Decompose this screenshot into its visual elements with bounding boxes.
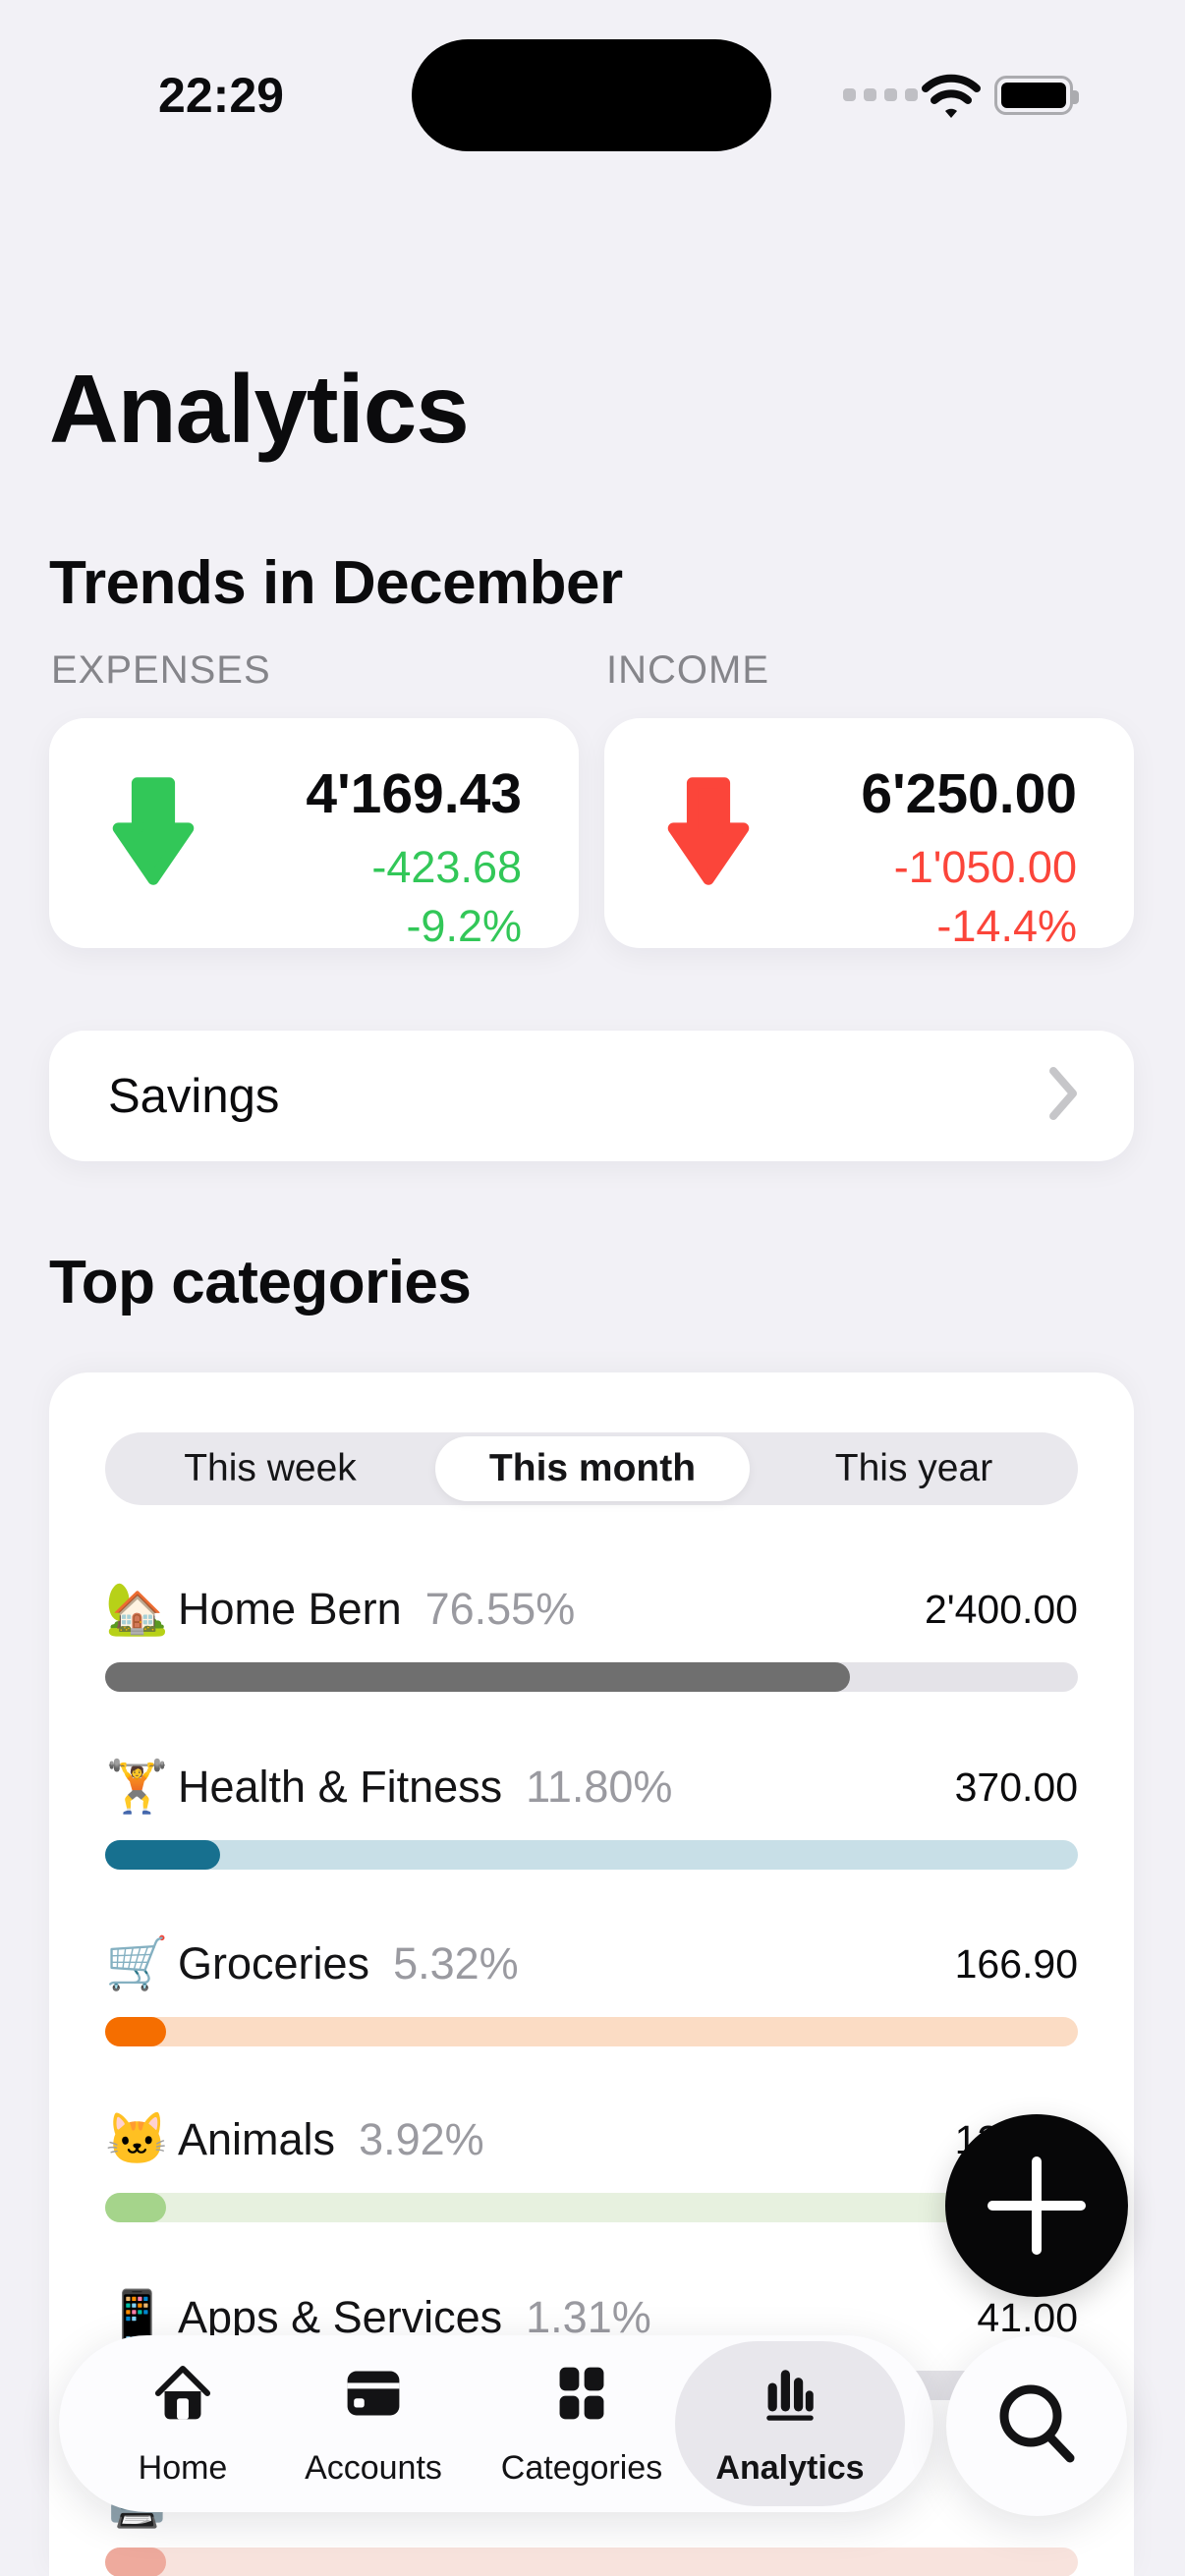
segment-selected-pill xyxy=(435,1436,750,1501)
category-progress-fill xyxy=(105,1840,220,1870)
tab-home[interactable]: Home xyxy=(99,2335,266,2512)
category-row[interactable]: 🏋️ Health & Fitness 11.80% 370.00 xyxy=(105,1759,1078,1816)
shopping-cart-emoji-icon: 🛒 xyxy=(105,1935,169,1992)
category-amount: 166.90 xyxy=(954,1940,1078,1987)
category-progress-fill xyxy=(105,2017,166,2046)
chevron-right-icon xyxy=(1045,1063,1081,1129)
category-progress-track xyxy=(105,2548,1078,2576)
expenses-delta-percent: -9.2% xyxy=(406,901,522,951)
category-amount: 2'400.00 xyxy=(924,1586,1078,1632)
segment-this-month[interactable]: This month xyxy=(488,1447,697,1489)
tab-selected-background xyxy=(675,2341,905,2506)
wifi-icon xyxy=(920,71,983,125)
category-percent: 76.55% xyxy=(424,1584,576,1634)
category-progress-track xyxy=(105,2193,1078,2222)
expenses-value: 4'169.43 xyxy=(306,762,522,825)
category-percent: 11.80% xyxy=(526,1762,673,1812)
category-progress-fill xyxy=(105,2193,166,2222)
tab-accounts[interactable]: Accounts xyxy=(290,2335,457,2512)
dynamic-island xyxy=(412,39,771,151)
category-amount: 370.00 xyxy=(954,1764,1078,1810)
category-percent: 1.31% xyxy=(526,2292,651,2342)
cat-emoji-icon: 🐱 xyxy=(105,2111,169,2168)
bar-chart-icon xyxy=(758,2361,822,2431)
arrow-down-red-icon xyxy=(661,769,756,898)
add-transaction-button[interactable] xyxy=(945,2114,1128,2297)
category-progress-track xyxy=(105,1662,1078,1692)
tab-analytics[interactable]: Analytics xyxy=(706,2335,874,2512)
income-label: INCOME xyxy=(606,648,769,692)
trends-heading: Trends in December xyxy=(49,549,623,617)
search-button[interactable] xyxy=(946,2335,1127,2516)
tab-bar: Home Accounts Categories xyxy=(59,2335,933,2512)
category-percent: 5.32% xyxy=(393,1938,519,1988)
search-icon xyxy=(991,2379,1082,2474)
tab-categories[interactable]: Categories xyxy=(498,2335,665,2512)
segment-this-year[interactable]: This year xyxy=(834,1447,993,1489)
category-percent: 3.92% xyxy=(359,2114,484,2164)
segment-this-week[interactable]: This week xyxy=(184,1447,357,1489)
tab-label: Accounts xyxy=(305,2449,442,2487)
income-value: 6'250.00 xyxy=(861,762,1077,825)
tab-label: Home xyxy=(138,2449,228,2487)
credit-card-icon xyxy=(341,2361,406,2431)
savings-label: Savings xyxy=(108,1069,280,1123)
grid-icon xyxy=(549,2361,614,2431)
home-icon xyxy=(150,2361,215,2431)
income-delta: -1'050.00 xyxy=(893,842,1077,892)
cellular-signal-icon xyxy=(843,88,918,101)
category-row[interactable]: 🐱 Animals 3.92% 122.90 xyxy=(105,2111,1078,2168)
income-card[interactable]: 6'250.00 -1'050.00 -14.4% xyxy=(604,718,1134,951)
category-progress-track xyxy=(105,2017,1078,2046)
tab-label: Categories xyxy=(500,2449,663,2487)
battery-icon xyxy=(994,76,1079,115)
category-name: Health & Fitness xyxy=(178,1762,503,1812)
category-row[interactable]: 🛒 Groceries 5.32% 166.90 xyxy=(105,1935,1078,1992)
tab-label: Analytics xyxy=(715,2449,865,2487)
category-progress-fill xyxy=(105,2548,166,2576)
home-emoji-icon: 🏡 xyxy=(105,1581,169,1638)
category-amount: 41.00 xyxy=(977,2294,1078,2340)
category-progress-track xyxy=(105,1840,1078,1870)
expenses-label: EXPENSES xyxy=(51,648,271,692)
top-categories-heading: Top categories xyxy=(49,1249,472,1316)
arrow-down-green-icon xyxy=(106,769,200,898)
category-row[interactable]: 🏡 Home Bern 76.55% 2'400.00 xyxy=(105,1581,1078,1638)
category-name: Animals xyxy=(178,2114,336,2164)
category-name: Groceries xyxy=(178,1938,370,1988)
weightlifter-emoji-icon: 🏋️ xyxy=(105,1759,169,1816)
page-title: Analytics xyxy=(49,355,470,463)
category-name: Apps & Services xyxy=(178,2292,503,2342)
status-time: 22:29 xyxy=(158,68,284,123)
category-name: Home Bern xyxy=(178,1584,402,1634)
period-segmented-control: This week This month This year xyxy=(105,1432,1078,1505)
income-delta-percent: -14.4% xyxy=(936,901,1077,951)
expenses-delta: -423.68 xyxy=(371,842,522,892)
expenses-card[interactable]: 4'169.43 -423.68 -9.2% xyxy=(49,718,579,951)
savings-row[interactable]: Savings xyxy=(49,1031,1134,1161)
category-progress-fill xyxy=(105,1662,850,1692)
